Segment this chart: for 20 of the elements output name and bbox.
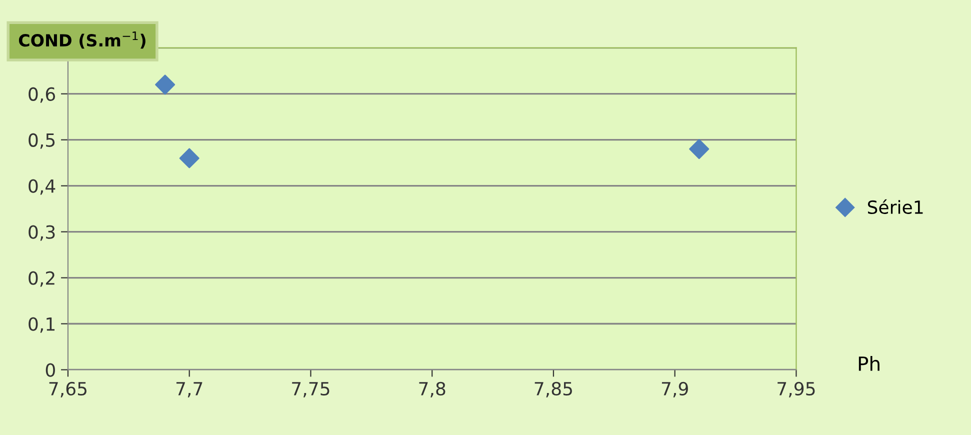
y-tick-label: 0,4 [28,179,56,195]
x-tick-label: 7,8 [419,382,446,398]
x-tick-label: 7,9 [662,382,688,398]
y-tick-label: 0,6 [28,87,56,103]
x-tick-label: 7,75 [292,382,330,398]
y-tick-label: 0,3 [28,225,55,241]
x-tick-label: 7,65 [49,382,86,398]
y-tick-label: 0,1 [28,317,54,333]
point [155,74,176,95]
y-tick-label: 0 [46,363,55,377]
x-axis-title: Ph [858,356,880,371]
x-tick-label: 7,95 [778,382,815,398]
x-tick-label: 7,7 [176,382,202,398]
point [179,148,200,168]
x-tick-label: 7,85 [534,382,572,398]
legend-label: Série1 [868,199,923,214]
y-tick-label: 0,2 [28,271,54,287]
point [689,139,710,160]
y-tick-label: 0,5 [28,133,55,149]
y-axis-title: COND (S.m$^{−1}$) [18,32,146,49]
